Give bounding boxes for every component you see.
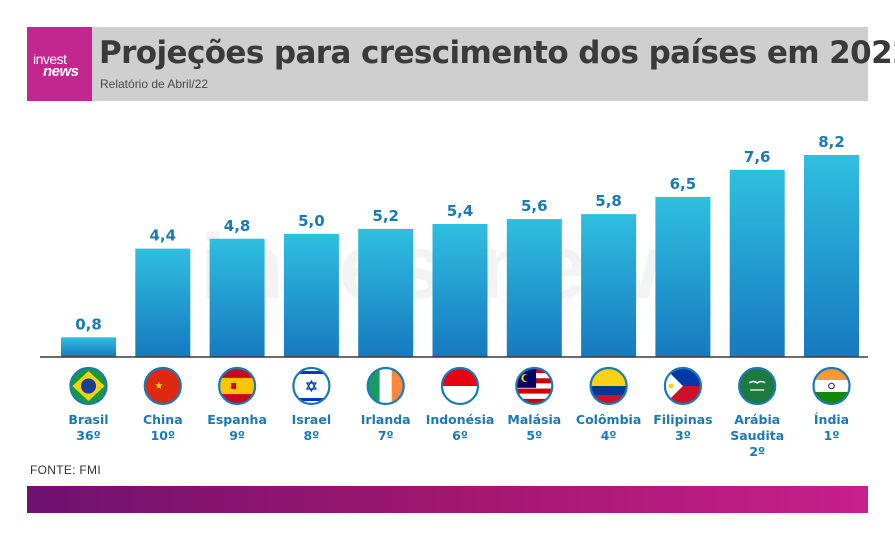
brazil-flag-icon	[69, 366, 108, 406]
footer-gradient-bar	[27, 486, 868, 513]
category-rank-label: 5º	[526, 428, 542, 443]
bar-filipinas	[655, 196, 711, 357]
malaysia-flag-icon	[515, 366, 554, 406]
category-rank-label: 9º	[229, 428, 245, 443]
value-label: 5,0	[298, 212, 325, 230]
bar-irlanda	[358, 228, 414, 357]
value-label: 5,6	[521, 197, 548, 215]
category-rank-label: 3º	[675, 428, 691, 443]
category-rank-label: 8º	[304, 428, 320, 443]
bar-colômbia	[581, 214, 637, 357]
philippines-flag-icon	[663, 366, 703, 406]
india-flag-icon	[812, 366, 851, 406]
bar-china	[135, 248, 191, 357]
israel-flag-icon	[292, 366, 331, 406]
investnews-logo: invest news	[27, 27, 92, 101]
bars-layer: 0,8 4,4 4,8 5,0 5,2 5,4 5,6 5,8 6,5 7,6 8,2	[61, 133, 859, 357]
category-name-label: Brasil	[68, 412, 108, 427]
bar-indonésia	[432, 223, 488, 357]
category-name-label: Indonésia	[426, 412, 495, 427]
bar-índia	[804, 155, 859, 357]
category-name-label: Arábia	[734, 412, 780, 427]
chart-title: Projeções para crescimento dos países em…	[99, 35, 895, 71]
logo-text-news: news	[43, 63, 79, 80]
category-rank-label: 2º	[749, 444, 765, 459]
value-label: 4,8	[224, 217, 251, 235]
category-name-label: China	[143, 412, 183, 427]
value-label: 4,4	[150, 227, 177, 245]
value-label: 5,2	[372, 207, 399, 225]
value-label: 0,8	[75, 315, 102, 333]
chart-subtitle: Relatório de Abril/22	[100, 77, 209, 91]
bar-israel	[283, 233, 339, 357]
value-label: 7,6	[744, 148, 771, 166]
value-label: 5,8	[595, 192, 622, 210]
category-name-label: Colômbia	[576, 412, 641, 427]
category-name-label: Israel	[292, 412, 331, 427]
category-name-label: Irlanda	[361, 412, 411, 427]
value-label: 8,2	[818, 133, 845, 151]
china-flag-icon: ★	[143, 366, 182, 406]
category-name-label: Malásia	[507, 412, 561, 427]
value-label: 5,4	[447, 202, 474, 220]
indonesia-flag-icon	[440, 366, 480, 406]
category-name-label: Espanha	[207, 412, 267, 427]
value-label: 6,5	[670, 175, 697, 193]
category-rank-label: 1º	[824, 428, 840, 443]
bar-malásia	[506, 219, 562, 357]
flags-layer: ★	[69, 366, 851, 406]
colombia-flag-icon	[589, 366, 628, 406]
svg-text:★: ★	[154, 381, 163, 392]
bar-espanha	[209, 238, 265, 357]
header-banner: invest news Projeções para crescimento d…	[27, 27, 895, 101]
ireland-flag-icon	[366, 366, 405, 406]
category-rank-label: 36º	[76, 428, 100, 443]
source-note: FONTE: FMI	[30, 463, 101, 477]
bar-brasil	[61, 337, 116, 357]
category-name-label: Filipinas	[653, 412, 712, 427]
spain-flag-icon	[218, 366, 257, 406]
bar-arábia-saudita	[729, 169, 785, 357]
category-rank-label: 10º	[151, 428, 175, 443]
category-rank-label: 4º	[601, 428, 617, 443]
category-name-label: Índia	[814, 412, 849, 427]
category-rank-label: 7º	[378, 428, 394, 443]
saudi-arabia-flag-icon	[738, 366, 777, 406]
category-rank-label: 6º	[452, 428, 468, 443]
logo-text-invest: invest	[33, 51, 67, 67]
category-name-label: Saudita	[730, 428, 784, 443]
